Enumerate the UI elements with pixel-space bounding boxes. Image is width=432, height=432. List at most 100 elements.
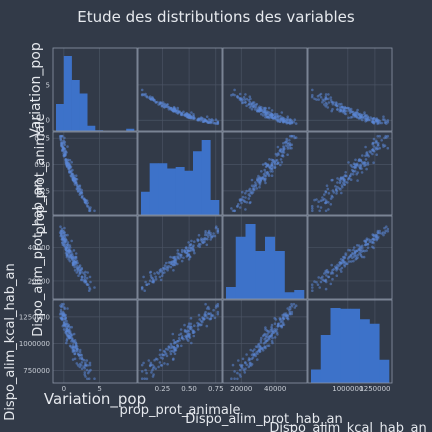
scatter-point xyxy=(275,158,279,162)
scatter-point xyxy=(292,120,296,124)
scatter-point xyxy=(166,268,169,272)
scatter-point xyxy=(61,148,64,152)
scatter-point xyxy=(162,349,166,353)
scatter-point xyxy=(381,231,385,234)
scatter-point xyxy=(349,172,353,176)
scatter-point xyxy=(60,233,63,236)
scatter-point xyxy=(361,249,365,252)
scatter-point xyxy=(182,110,185,114)
scatter-point xyxy=(70,174,73,178)
scatter-point xyxy=(70,337,74,340)
scatter-point xyxy=(73,178,77,182)
x-axis-label-dispo-alim-prot-hab-an: Dispo_alim_prot_hab_an xyxy=(185,412,342,427)
scatter-point xyxy=(210,235,214,239)
scatter-point xyxy=(360,171,364,174)
x-tick-label: 5 xyxy=(97,385,101,393)
scatter-point xyxy=(58,231,62,234)
scatter-point xyxy=(344,180,347,184)
scatter-point xyxy=(59,137,62,141)
scatter-point xyxy=(329,96,333,99)
scatter-point xyxy=(319,96,323,99)
scatter-point xyxy=(187,246,191,249)
scatter-point xyxy=(330,194,334,198)
scatter-point xyxy=(70,325,73,329)
panel-dispo-alim-prot-hab-an-vs-variation-pop xyxy=(52,215,138,300)
histogram-bar xyxy=(193,151,202,215)
scatter-point xyxy=(205,115,209,118)
scatter-point xyxy=(160,104,164,108)
scatter-point xyxy=(338,102,341,106)
scatter-point xyxy=(202,237,206,241)
scatter-point xyxy=(276,152,280,155)
scatter-point xyxy=(371,117,375,121)
scatter-point xyxy=(89,368,92,372)
scatter-point xyxy=(292,302,296,306)
scatter-point xyxy=(158,348,162,352)
scatter-point xyxy=(366,246,370,249)
scatter-point xyxy=(86,201,89,205)
y-axis-label-dispo-alim-prot-hab-an: Dispo_alim_prot_hab_an xyxy=(31,179,46,336)
histogram-bar xyxy=(126,128,135,131)
scatter-point xyxy=(140,287,144,291)
scatter-point xyxy=(378,146,382,150)
scatter-point xyxy=(339,261,343,265)
scatter-point xyxy=(68,259,72,263)
scatter-point xyxy=(207,118,211,121)
scatter-point xyxy=(264,177,267,180)
panel-dispo-alim-kcal-hab-an-vs-variation-pop xyxy=(52,299,138,384)
scatter-point xyxy=(185,251,189,255)
scatter-point xyxy=(166,362,169,366)
x-tick-label: 40000 xyxy=(264,385,286,393)
scatter-point xyxy=(270,158,274,162)
scatter-point xyxy=(335,192,338,195)
scatter-point xyxy=(145,283,148,287)
scatter-point xyxy=(365,167,368,171)
scatter-point xyxy=(264,326,267,329)
panels-layer xyxy=(52,47,393,384)
scatter-point xyxy=(249,361,252,365)
scatter-point xyxy=(347,255,351,259)
scatter-point xyxy=(383,226,386,230)
scatter-point xyxy=(364,145,367,149)
scatter-point xyxy=(270,339,274,343)
scatter-point xyxy=(243,371,247,374)
scatter-point xyxy=(371,152,374,156)
scatter-point xyxy=(210,314,214,317)
scatter-point xyxy=(261,114,265,117)
scatter-point xyxy=(311,207,314,210)
scatter-point xyxy=(277,115,280,118)
scatter-point xyxy=(268,165,272,168)
scatter-point xyxy=(276,324,280,328)
scatter-point xyxy=(315,281,318,284)
scatter-point xyxy=(238,206,242,209)
scatter-point xyxy=(290,304,294,308)
scatter-point xyxy=(83,276,87,279)
panel-dispo-alim-kcal-hab-an-vs-prop-prot-animale xyxy=(137,299,223,384)
scatter-point xyxy=(192,249,196,253)
scatter-point xyxy=(264,113,267,117)
histogram-bar xyxy=(274,251,285,299)
scatter-point xyxy=(77,353,81,357)
panel-border xyxy=(137,299,223,384)
scatter-point xyxy=(197,323,200,327)
scatter-point xyxy=(275,331,279,334)
scatter-point xyxy=(58,312,62,316)
scatter-point xyxy=(74,261,78,264)
scatter-point xyxy=(240,197,243,201)
scatter-point xyxy=(334,101,338,104)
scatter-point xyxy=(170,344,173,348)
scatter-point xyxy=(255,102,259,106)
scatter-point xyxy=(66,334,70,338)
scatter-point xyxy=(386,146,390,150)
scatter-point xyxy=(284,140,287,144)
x-tick-label: 1000000 xyxy=(332,385,363,393)
scatter-point xyxy=(359,117,363,120)
panel-border xyxy=(52,215,138,300)
scatter-point xyxy=(249,97,252,101)
scatter-point xyxy=(89,206,92,209)
scatter-point xyxy=(65,341,68,345)
panel-variation-pop-vs-prop-prot-animale xyxy=(137,47,223,132)
scatter-point xyxy=(286,121,290,124)
scatter-point xyxy=(324,190,328,194)
scatter-point xyxy=(231,93,235,96)
